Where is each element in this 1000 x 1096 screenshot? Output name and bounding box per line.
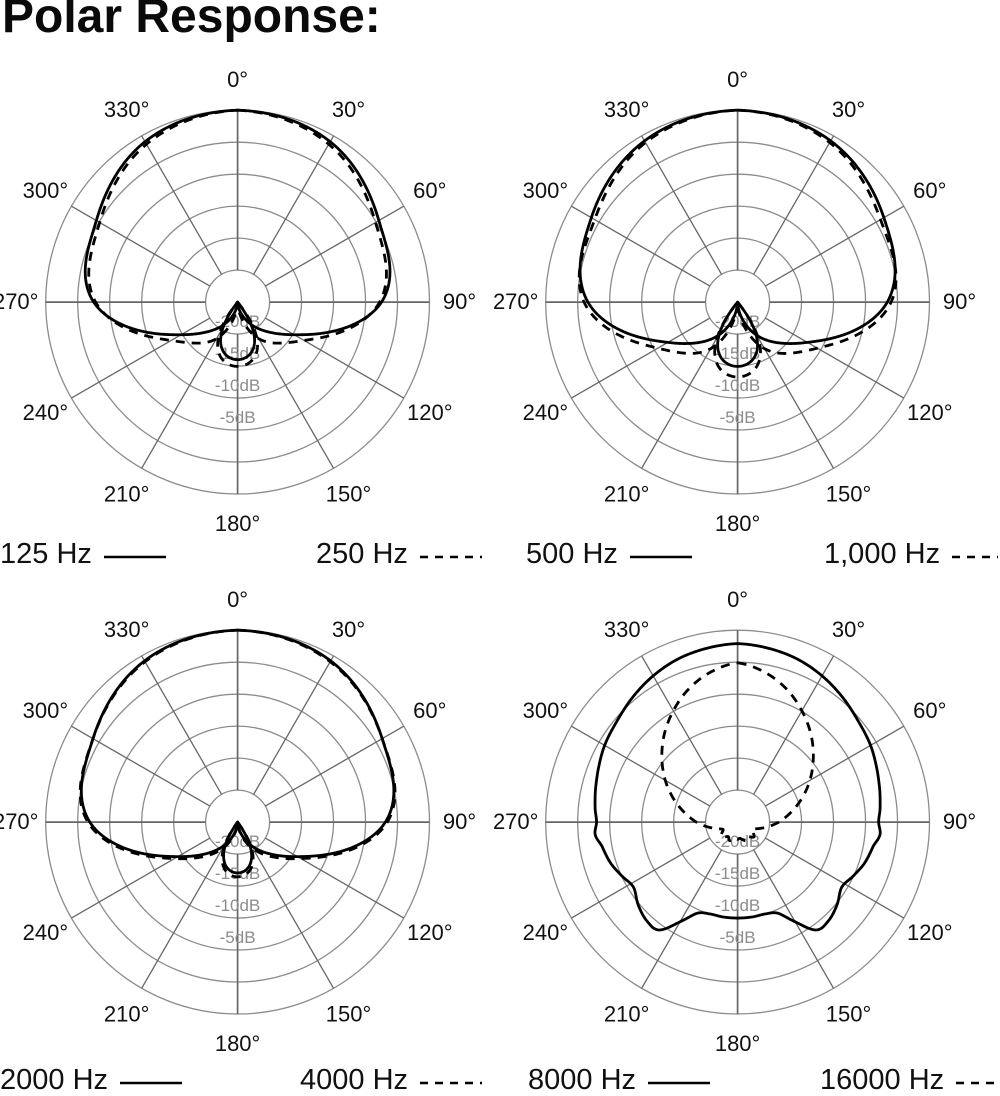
svg-text:1,000 Hz: 1,000 Hz — [824, 538, 940, 570]
svg-text:4000 Hz: 4000 Hz — [300, 1064, 408, 1096]
svg-text:500 Hz: 500 Hz — [526, 538, 618, 570]
svg-text:2000 Hz: 2000 Hz — [0, 1064, 108, 1096]
svg-text:250 Hz: 250 Hz — [316, 538, 408, 570]
svg-text:8000 Hz: 8000 Hz — [528, 1064, 636, 1096]
svg-text:16000 Hz: 16000 Hz — [820, 1064, 944, 1096]
svg-text:125 Hz: 125 Hz — [0, 538, 92, 570]
